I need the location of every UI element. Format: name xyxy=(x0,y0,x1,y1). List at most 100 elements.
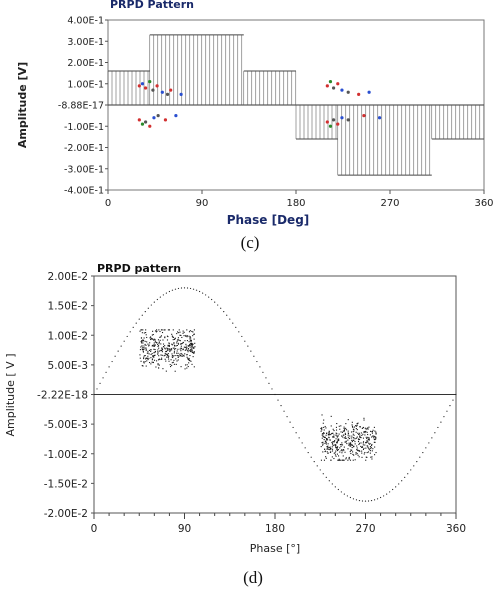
chart-d-point xyxy=(158,329,160,331)
chart-d-sine-point xyxy=(398,483,400,485)
chart-d-point xyxy=(164,348,166,350)
chart-d-point xyxy=(176,344,178,347)
chart-d-y-tick-label: 1.00E-2 xyxy=(48,330,88,342)
chart-d-point xyxy=(190,351,192,353)
chart-d-point xyxy=(180,334,182,337)
chart-d-point xyxy=(154,354,156,356)
chart-d-point xyxy=(360,432,362,434)
chart-d-point xyxy=(374,430,376,432)
chart-c-point xyxy=(140,122,145,126)
chart-d-point xyxy=(164,347,166,349)
chart-d-point xyxy=(352,459,354,461)
chart-d-point xyxy=(147,343,149,345)
chart-d-point xyxy=(153,352,155,354)
chart-d-point xyxy=(335,455,337,457)
chart-d-sine-point xyxy=(452,399,454,401)
chart-d-point xyxy=(140,360,142,362)
chart-d-point xyxy=(349,435,351,437)
chart-c-title: PRPD Pattern xyxy=(110,0,194,11)
chart-d-sine-point xyxy=(238,331,240,333)
chart-d-point xyxy=(156,330,158,332)
chart-d-point xyxy=(157,364,159,366)
chart-d-point xyxy=(348,444,350,446)
chart-d-point xyxy=(193,351,195,353)
chart-d-point xyxy=(337,459,339,461)
chart-d-point xyxy=(177,352,179,354)
chart-d-point xyxy=(353,426,356,428)
chart-d-point xyxy=(158,341,160,343)
chart-d-point xyxy=(364,434,366,436)
chart-d-point xyxy=(175,358,177,360)
chart-d-title: PRPD pattern xyxy=(97,262,181,275)
chart-d-y-tick-label: 1.50E-2 xyxy=(48,301,88,313)
chart-d-point xyxy=(357,440,360,443)
chart-d-point xyxy=(155,366,157,368)
chart-d-point xyxy=(171,355,173,357)
chart-d-point xyxy=(154,349,156,351)
chart-d-point xyxy=(164,358,166,360)
chart-d-point xyxy=(368,443,370,445)
chart-d-point xyxy=(342,430,344,432)
chart-d-point xyxy=(150,338,152,341)
chart-d-point xyxy=(369,443,371,445)
chart-d-sine-point xyxy=(180,287,183,289)
chart-d-point xyxy=(359,436,361,438)
chart-d: PRPD pattern 2.00E-2 1.50E-2 1.00E-2 5.00E-… xyxy=(4,262,466,587)
chart-d-sine-point xyxy=(304,447,306,449)
chart-c-point xyxy=(340,116,344,120)
chart-d-point xyxy=(353,439,355,441)
chart-d-point xyxy=(176,342,178,344)
chart-d-point xyxy=(140,329,142,331)
chart-c-y-ticks: 4.00E-1 3.00E-1 2.00E-1 1.00E-1 -8.88E-17 -1.… xyxy=(58,16,108,197)
chart-d-point xyxy=(181,355,183,357)
chart-c-point xyxy=(174,114,178,118)
chart-d-point xyxy=(156,329,158,331)
chart-d-point xyxy=(172,339,174,341)
chart-d-point xyxy=(337,438,339,440)
chart-d-point xyxy=(321,428,323,430)
chart-d-point xyxy=(354,438,356,440)
chart-d-point xyxy=(190,340,192,342)
chart-d-point xyxy=(165,360,167,362)
chart-d-point xyxy=(186,336,188,338)
chart-d-point xyxy=(321,433,323,435)
chart-d-point xyxy=(355,453,357,455)
chart-d-x-tick-label: 360 xyxy=(446,523,466,535)
chart-d-sine-point xyxy=(316,465,318,467)
chart-d-point xyxy=(145,365,147,367)
chart-d-point xyxy=(182,342,184,344)
chart-d-point xyxy=(360,437,362,439)
chart-d-point xyxy=(151,361,153,363)
chart-d-point xyxy=(366,440,368,442)
chart-d-point xyxy=(190,342,192,344)
chart-d-point xyxy=(178,339,180,341)
chart-d-point xyxy=(355,452,357,454)
chart-d-point xyxy=(188,341,190,343)
chart-d-point xyxy=(191,345,193,347)
chart-d-point xyxy=(332,441,334,443)
chart-d-point xyxy=(153,359,156,361)
chart-d-point xyxy=(371,458,373,460)
chart-d-sine-point xyxy=(370,499,373,502)
chart-d-sine-point xyxy=(292,426,294,429)
chart-d-point xyxy=(353,437,355,439)
chart-d-sine-point xyxy=(168,290,171,293)
chart-d-point xyxy=(333,434,335,436)
chart-d-point xyxy=(321,434,323,436)
chart-d-point xyxy=(191,346,193,348)
chart-d-point xyxy=(179,331,181,333)
chart-d-point xyxy=(325,427,327,429)
chart-d-point xyxy=(328,433,330,435)
chart-d-sine-point xyxy=(108,366,110,368)
chart-d-point xyxy=(344,436,347,438)
chart-d-point xyxy=(343,430,345,432)
chart-d-point xyxy=(145,334,147,336)
chart-d-point xyxy=(340,431,342,433)
chart-d-point xyxy=(356,453,358,455)
chart-d-point xyxy=(149,337,151,339)
chart-d-point xyxy=(141,332,143,334)
chart-d-sine-point xyxy=(232,322,234,324)
chart-d-point xyxy=(330,425,332,427)
chart-d-point xyxy=(159,330,161,333)
chart-d-point xyxy=(320,446,322,448)
